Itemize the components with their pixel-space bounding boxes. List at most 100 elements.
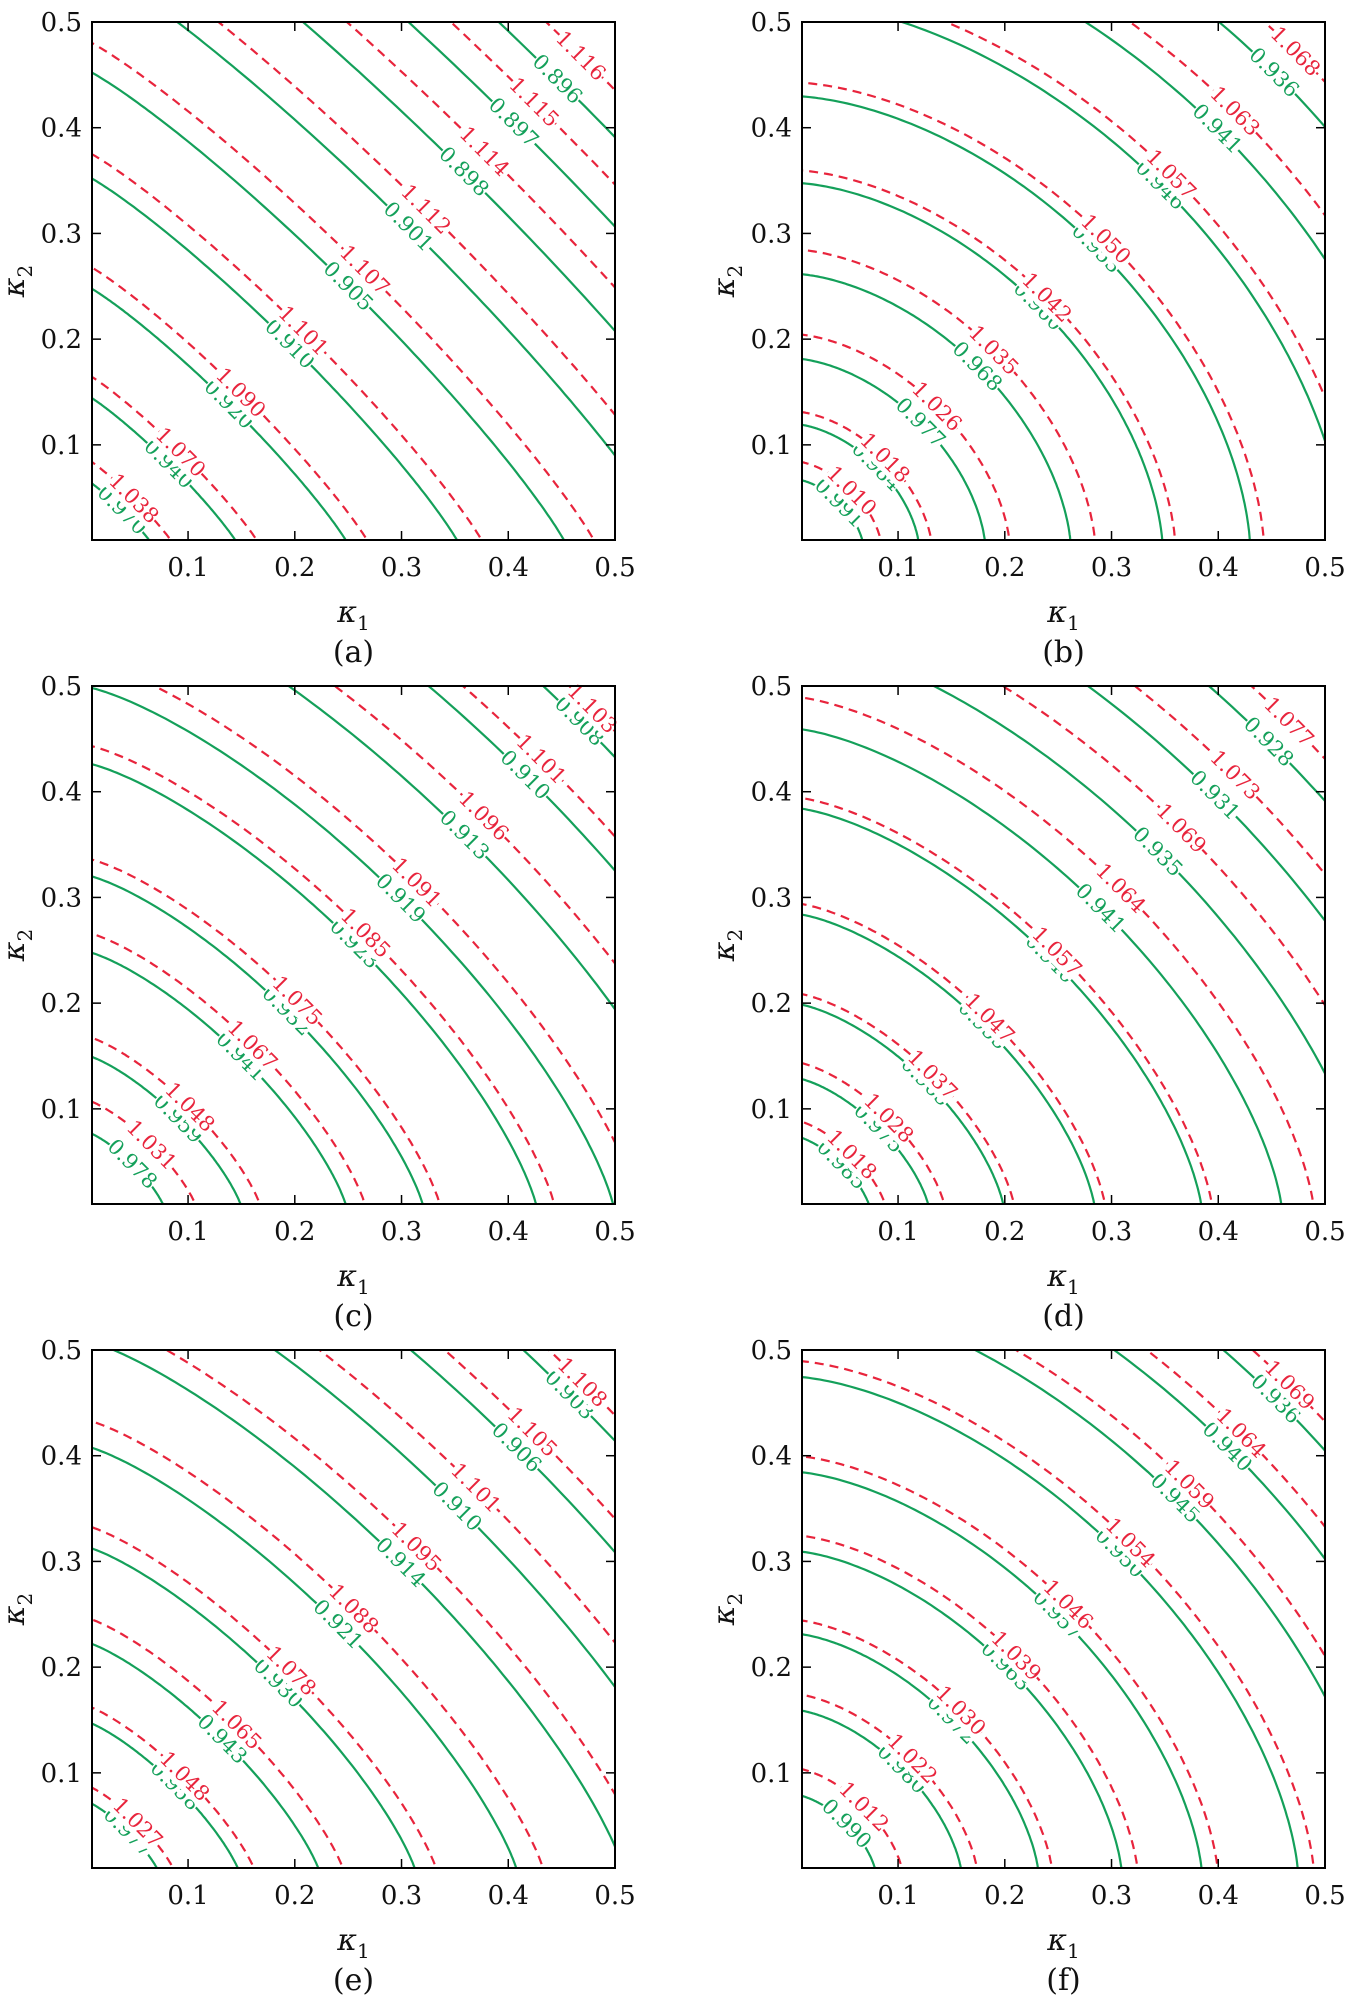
panel-caption: (f) bbox=[1046, 1963, 1081, 1998]
x-tick-label: 0.4 bbox=[488, 1217, 529, 1247]
contour-label-bg bbox=[549, 691, 610, 751]
contour-label-bg bbox=[318, 256, 378, 316]
x-tick-label: 0.3 bbox=[381, 553, 422, 583]
contour-label-bg bbox=[211, 362, 271, 423]
contour-label-bg bbox=[1066, 218, 1127, 278]
contour-label-bg bbox=[834, 1776, 894, 1837]
y-tick-label: 0.5 bbox=[41, 8, 82, 38]
y-tick-label: 0.5 bbox=[41, 672, 82, 702]
x-tick-label: 0.2 bbox=[274, 1881, 315, 1911]
contour-label-bg bbox=[454, 121, 515, 182]
x-tick-label: 0.1 bbox=[167, 1881, 208, 1911]
contour-labels: 0.9900.9800.9720.9630.9570.9500.9450.940… bbox=[817, 1355, 1319, 1853]
y-tick-label: 0.3 bbox=[751, 883, 792, 913]
contour-label-bg bbox=[139, 434, 199, 494]
contour-label-bg bbox=[145, 1755, 205, 1816]
contour-label-bg bbox=[1076, 209, 1136, 269]
contour-label-bg bbox=[1091, 858, 1151, 918]
plot-frame bbox=[801, 1349, 1326, 1869]
contour-label-bg bbox=[1246, 1369, 1306, 1429]
dashed-contour-1.064 bbox=[802, 696, 1315, 1204]
contour-label-bg bbox=[148, 1088, 209, 1149]
contour-label-bg bbox=[1100, 1512, 1161, 1573]
x-axis-label: κ1 bbox=[336, 1259, 369, 1299]
plot-frame bbox=[91, 21, 616, 541]
contour-label-bg bbox=[334, 240, 395, 300]
x-tick-label: 0.1 bbox=[167, 1217, 208, 1247]
contour-label-bg bbox=[890, 392, 951, 453]
x-tick-label: 0.3 bbox=[1091, 1217, 1132, 1247]
y-tick-label: 0.3 bbox=[41, 883, 82, 913]
contour-label-bg bbox=[150, 422, 211, 482]
y-axis-label: κ2 bbox=[707, 929, 747, 962]
x-tick-label: 0.3 bbox=[1091, 1881, 1132, 1911]
plot-frame bbox=[801, 21, 1326, 541]
contour-label-bg bbox=[1128, 821, 1188, 882]
contour-label-bg bbox=[446, 1458, 506, 1518]
y-tick-label: 0.4 bbox=[41, 1442, 82, 1472]
contour-label-bg bbox=[963, 320, 1024, 380]
contour-label-bg bbox=[222, 1015, 283, 1075]
contour-label-bg bbox=[1090, 1523, 1150, 1583]
contour-label-bg bbox=[370, 868, 431, 928]
solid-contour-0.941 bbox=[92, 951, 347, 1204]
contour-label-bg bbox=[540, 1365, 600, 1425]
contour-label-bg bbox=[1028, 1584, 1088, 1645]
contour-label-bg bbox=[206, 1695, 267, 1755]
x-tick-label: 0.3 bbox=[381, 1217, 422, 1247]
contour-label-bg bbox=[261, 1641, 321, 1701]
y-tick-label: 0.3 bbox=[41, 1547, 82, 1577]
axes: 0.1 0.1 0.2 0.2 0.3 0.3 0.4 0.4 0.5 0.5 κ1 κ2 bbox=[0, 1336, 636, 1963]
x-tick-label: 0.2 bbox=[984, 553, 1025, 583]
contour-label-bg bbox=[495, 745, 555, 805]
contour-label-bg bbox=[959, 988, 1020, 1048]
x-tick-label: 0.5 bbox=[1304, 1217, 1345, 1247]
contour-label-bg bbox=[1145, 1468, 1206, 1528]
x-axis-label: κ1 bbox=[1046, 595, 1079, 635]
contour-lines bbox=[92, 22, 615, 540]
contour-label-bg bbox=[1259, 692, 1319, 752]
y-tick-label: 0.5 bbox=[41, 1336, 82, 1366]
x-tick-label: 0.5 bbox=[594, 1881, 635, 1911]
contour-label-bg bbox=[1211, 1403, 1271, 1463]
plot-frame bbox=[801, 685, 1326, 1205]
panel-e: 0.9770.9580.9430.9300.9210.9140.9100.906… bbox=[0, 1336, 636, 1998]
panel-caption: (e) bbox=[333, 1963, 374, 1998]
y-tick-label: 0.2 bbox=[41, 1653, 82, 1683]
contour-label-bg bbox=[1038, 1574, 1098, 1635]
contour-label-bg bbox=[1197, 1417, 1258, 1477]
x-tick-label: 0.3 bbox=[381, 1881, 422, 1911]
y-tick-label: 0.2 bbox=[41, 989, 82, 1019]
contour-label-bg bbox=[1205, 81, 1265, 141]
contour-label-bg bbox=[248, 1653, 309, 1713]
y-tick-label: 0.3 bbox=[41, 219, 82, 249]
contour-label-bg bbox=[812, 1134, 872, 1195]
contour-label-bg bbox=[1187, 98, 1247, 159]
contour-label-bg bbox=[1185, 765, 1245, 825]
contour-label-bg bbox=[199, 374, 259, 434]
x-tick-label: 0.4 bbox=[1198, 1881, 1239, 1911]
solid-contour-0.905 bbox=[92, 71, 566, 540]
solid-contour-0.980 bbox=[802, 1709, 962, 1868]
contour-label-bg bbox=[107, 1793, 168, 1853]
contour-labels: 0.9850.9750.9650.9550.9460.9410.9350.931… bbox=[812, 692, 1319, 1194]
axes: 0.1 0.1 0.2 0.2 0.3 0.3 0.4 0.4 0.5 0.5 κ1 κ2 bbox=[0, 672, 636, 1299]
contour-labels: 0.9780.9590.9410.9320.9230.9190.9130.910… bbox=[103, 679, 622, 1194]
solid-contour-0.959 bbox=[92, 1055, 242, 1204]
contour-label-bg bbox=[947, 336, 1008, 397]
contour-label-bg bbox=[98, 1802, 158, 1862]
contour-label-bg bbox=[102, 1134, 163, 1194]
contour-label-bg bbox=[902, 1045, 963, 1105]
panel-d: 0.9850.9750.9650.9550.9460.9410.9350.931… bbox=[707, 672, 1346, 1334]
x-tick-label: 0.4 bbox=[488, 1881, 529, 1911]
x-tick-label: 0.5 bbox=[594, 553, 635, 583]
contour-label-bg bbox=[1151, 798, 1212, 859]
contour-label-bg bbox=[872, 1739, 932, 1799]
contour-label-bg bbox=[976, 1636, 1036, 1696]
contour-label-bg bbox=[855, 428, 915, 488]
contour-label-bg bbox=[511, 729, 571, 789]
contour-label-bg bbox=[504, 72, 564, 132]
contour-labels: 0.9910.9840.9770.9680.9600.9530.9460.941… bbox=[810, 22, 1325, 533]
contour-label-bg bbox=[267, 971, 327, 1031]
contour-lines bbox=[802, 1350, 1325, 1868]
